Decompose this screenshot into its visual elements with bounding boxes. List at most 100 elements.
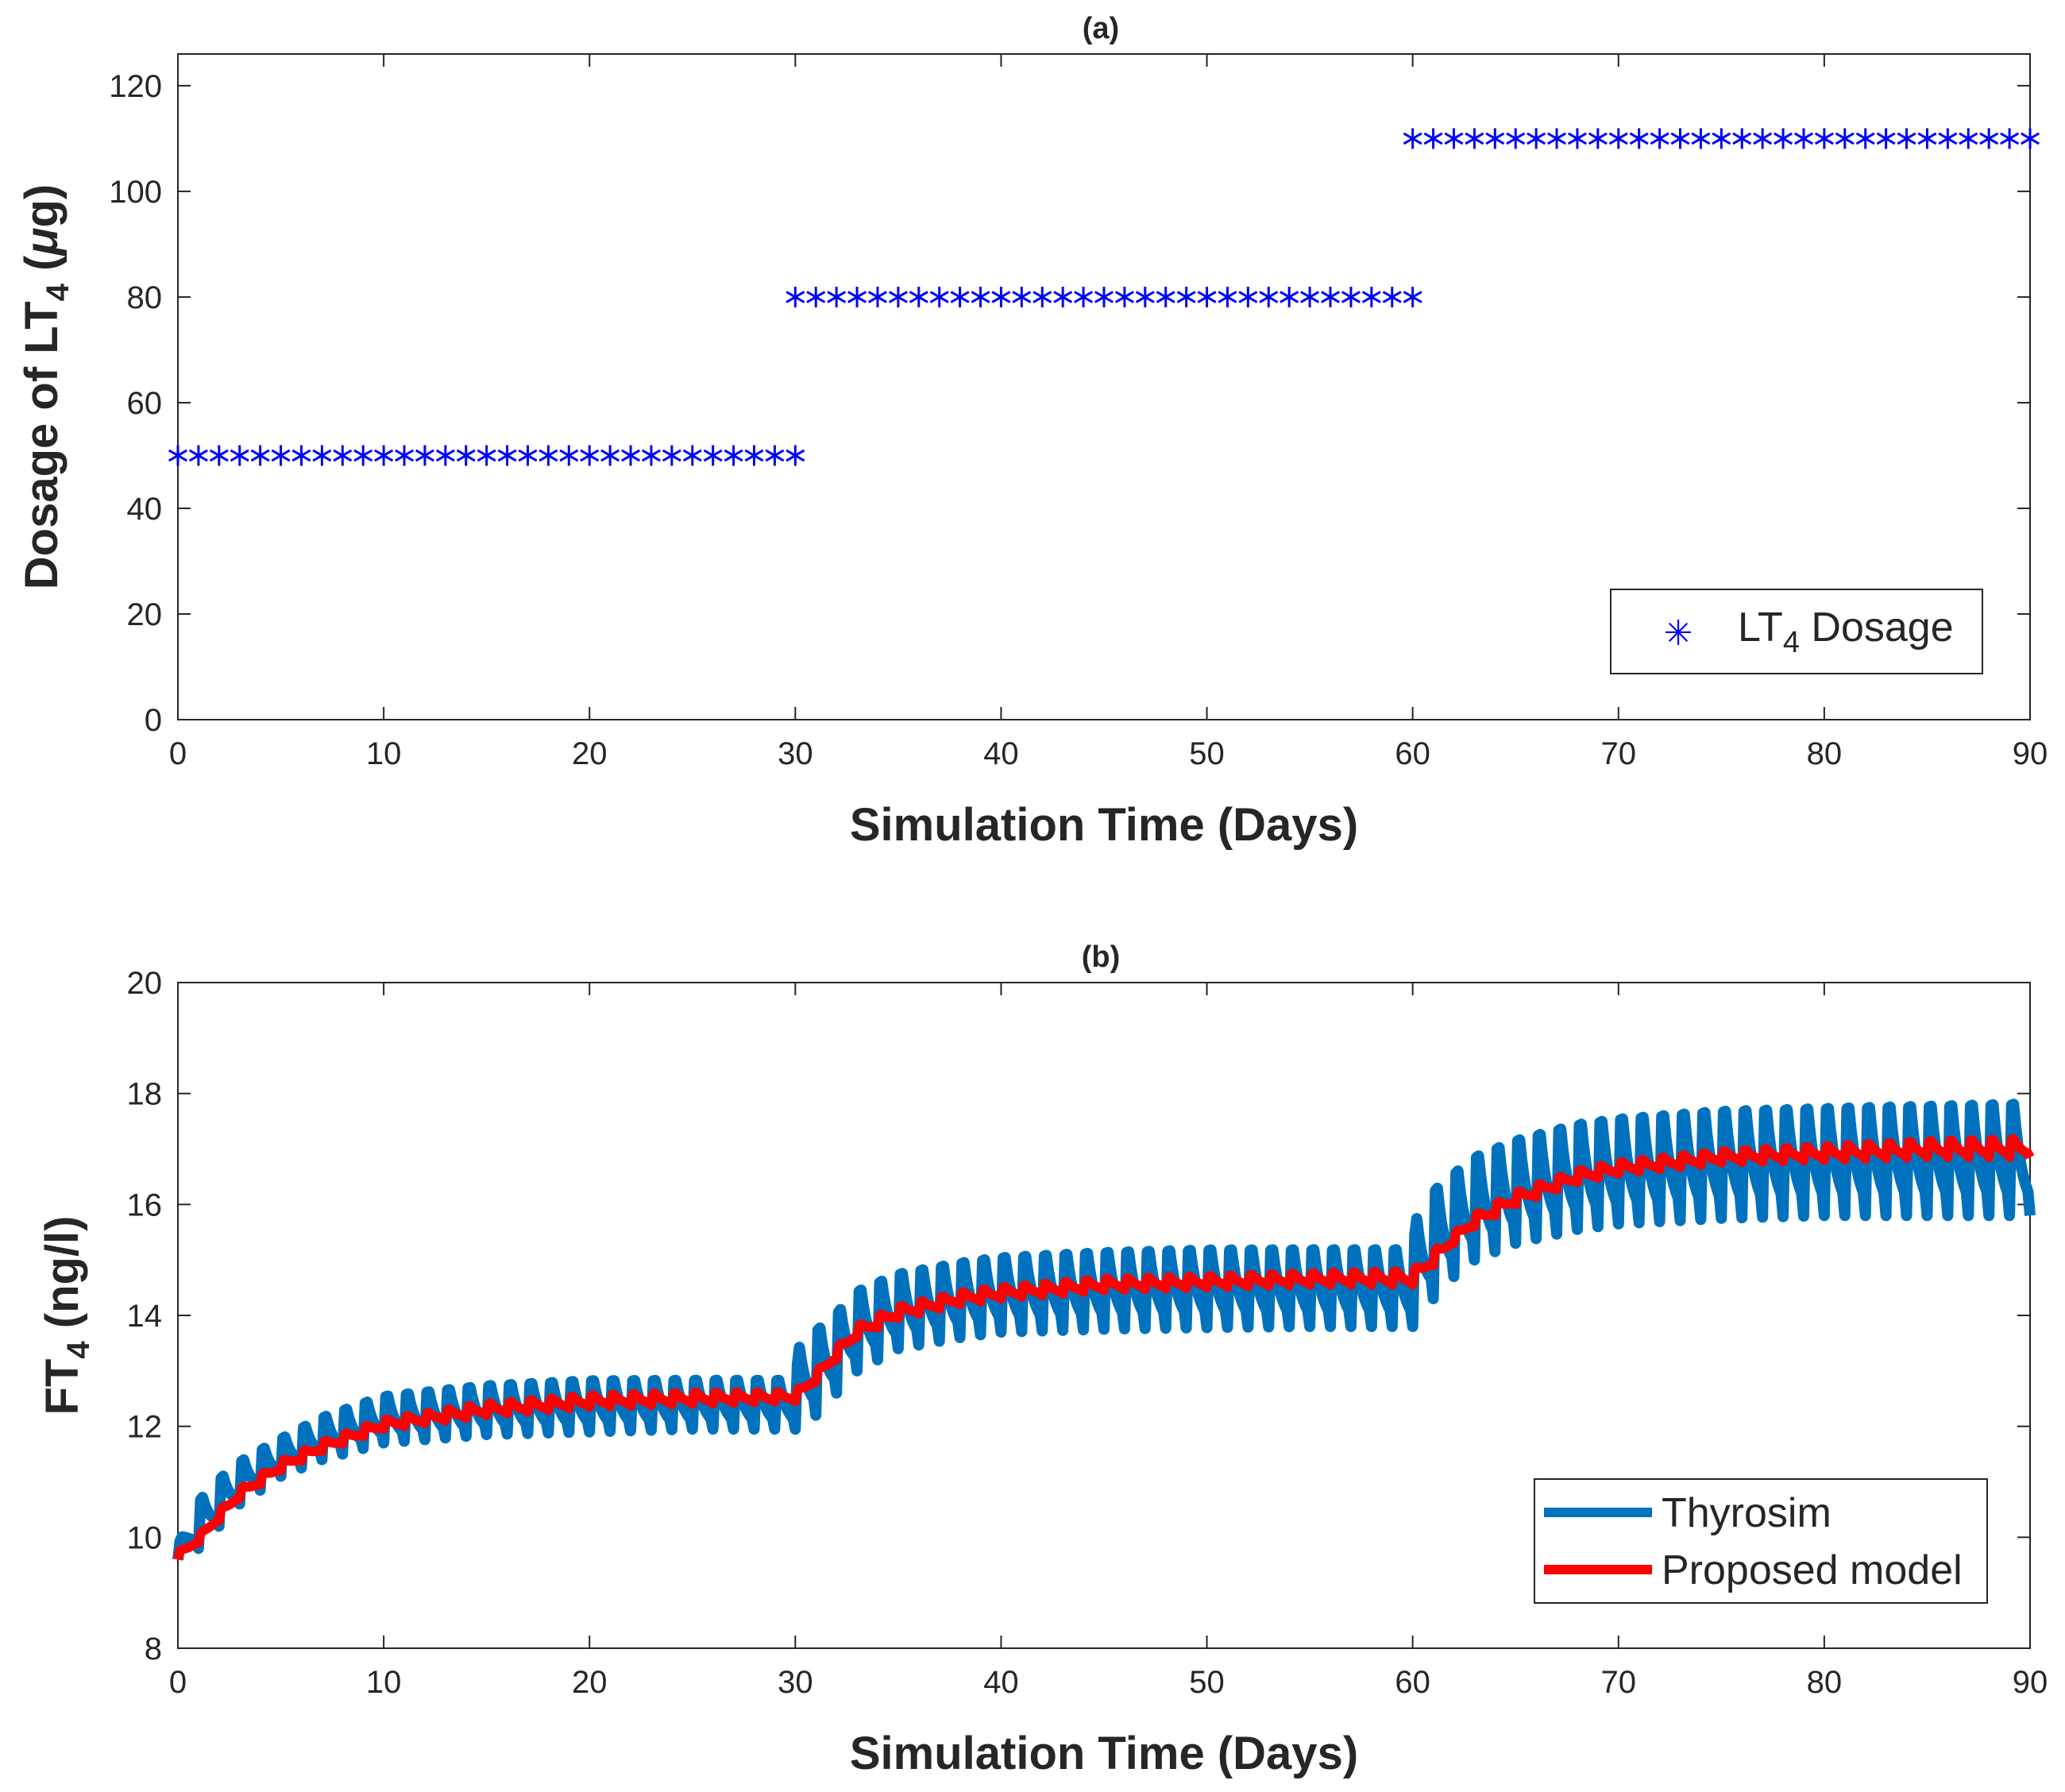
y-tick-label: 20 <box>127 597 163 632</box>
dosage-marker <box>1876 128 1896 149</box>
x-tick-label: 10 <box>366 1665 402 1700</box>
dosage-marker <box>559 445 579 466</box>
panel-b-ylabel-subscript: 4 <box>61 1341 96 1359</box>
dosage-marker <box>1938 128 1958 149</box>
dosage-marker <box>497 445 517 466</box>
panel-b-legend-box <box>1534 1478 1988 1604</box>
dosage-marker <box>971 286 990 307</box>
panel-b-y-axis-label: FT4 (ng/l) <box>37 1216 96 1415</box>
panel-b-title: (b) <box>1082 940 1121 974</box>
dosage-marker <box>888 286 908 307</box>
legend-item-proposed-model: Proposed model <box>1662 1547 1963 1593</box>
x-tick-label: 10 <box>366 736 402 771</box>
dosage-marker <box>1238 286 1258 307</box>
panel-a-dosage-chart: (a) 0 10 20 30 40 50 60 70 80 90 0 20 40 60 80 100 120 S… <box>16 12 2048 851</box>
panel-b-ticks: 0 10 20 30 40 50 60 70 80 90 8 10 12 14 16 18 20 <box>127 966 2048 1700</box>
x-tick-label: 70 <box>1601 1665 1637 1700</box>
dosage-marker <box>333 445 353 466</box>
x-tick-label: 0 <box>169 1665 187 1700</box>
x-tick-label: 20 <box>572 736 608 771</box>
y-tick-label: 60 <box>127 386 163 421</box>
panel-b-ft4-chart: (b) 0 10 20 30 40 50 60 70 80 90 8 10 12 14 16 18 20 Sim… <box>37 940 2048 1779</box>
dosage-marker <box>415 445 434 466</box>
y-tick-label: 14 <box>127 1299 163 1334</box>
x-tick-label: 90 <box>2013 1665 2048 1700</box>
x-tick-label: 40 <box>983 1665 1019 1700</box>
dosage-marker <box>1444 128 1464 149</box>
x-tick-label: 70 <box>1601 736 1637 771</box>
x-tick-label: 60 <box>1395 1665 1430 1700</box>
dosage-marker <box>1012 286 1032 307</box>
dosage-marker <box>312 445 332 466</box>
panel-a-ylabel-prefix: Dosage of LT <box>16 301 68 589</box>
dosage-marker <box>641 445 661 466</box>
dosage-marker <box>662 445 681 466</box>
dosage-marker <box>827 286 847 307</box>
panel-a-ylabel-subscript: 4 <box>41 283 75 301</box>
panel-a-legend-box <box>1610 589 1983 674</box>
x-tick-label: 50 <box>1189 736 1225 771</box>
dosage-marker <box>1094 286 1114 307</box>
y-tick-label: 80 <box>127 280 163 315</box>
dosage-marker <box>1753 128 1773 149</box>
panel-a-title: (a) <box>1083 12 1119 45</box>
dosage-marker <box>1053 286 1073 307</box>
x-tick-label: 60 <box>1395 736 1430 771</box>
x-tick-label: 80 <box>1807 736 1843 771</box>
dosage-marker <box>1465 128 1484 149</box>
y-tick-label: 8 <box>145 1632 162 1666</box>
legend-lt4-main: LT <box>1738 604 1783 651</box>
dosage-marker <box>1650 128 1669 149</box>
dosage-marker <box>1712 128 1731 149</box>
dosage-marker <box>1588 128 1608 149</box>
dosage-marker <box>250 445 270 466</box>
y-tick-label: 10 <box>127 1520 163 1555</box>
dosage-marker <box>1855 128 1875 149</box>
panel-a-x-axis-label: Simulation Time (Days) <box>850 799 1358 851</box>
x-tick-label: 80 <box>1807 1665 1843 1700</box>
dosage-marker <box>1280 286 1299 307</box>
y-tick-label: 16 <box>127 1188 163 1222</box>
dosage-marker <box>1732 128 1752 149</box>
dosage-marker <box>271 445 291 466</box>
dosage-marker <box>230 445 249 466</box>
panel-a-ylabel-suffix: ( <box>16 255 68 284</box>
panel-a-ticks: 0 10 20 30 40 50 60 70 80 90 0 20 40 60 80 100 120 <box>109 54 2048 771</box>
panel-a-legend: ✳ LT4 Dosage <box>1610 589 1983 674</box>
dosage-marker <box>806 286 826 307</box>
dosage-marker <box>703 445 723 466</box>
legend-lt4-rest: Dosage <box>1800 604 1954 651</box>
y-tick-label: 40 <box>127 492 163 527</box>
dosage-marker <box>209 445 229 466</box>
dosage-marker <box>1979 128 1999 149</box>
panel-b-series-lines <box>172 1099 2036 1561</box>
dosage-marker <box>456 445 476 466</box>
dosage-marker <box>1032 286 1052 307</box>
dosage-marker <box>1670 128 1690 149</box>
y-tick-label: 20 <box>127 966 163 1001</box>
x-tick-label: 30 <box>778 1665 813 1700</box>
panel-b-legend: Thyrosim Proposed model <box>1534 1478 1988 1604</box>
panel-a-ylabel-unit: g) <box>16 184 68 228</box>
dosage-marker <box>1321 286 1341 307</box>
dosage-marker <box>1959 128 1978 149</box>
dosage-marker <box>1135 286 1155 307</box>
dosage-marker <box>1361 286 1381 307</box>
dosage-marker <box>538 445 558 466</box>
dosage-marker <box>1774 128 1793 149</box>
dosage-marker <box>1793 128 1813 149</box>
dosage-marker <box>580 445 600 466</box>
dosage-marker <box>1917 128 1937 149</box>
y-tick-label: 12 <box>127 1410 163 1445</box>
dosage-marker <box>435 445 455 466</box>
dosage-marker <box>950 286 970 307</box>
dosage-marker <box>395 445 415 466</box>
x-tick-label: 0 <box>169 736 187 771</box>
panel-a-dosage-markers <box>168 128 2040 466</box>
dosage-marker <box>518 445 538 466</box>
legend-item-lt4-dosage: LT4 Dosage <box>1738 604 1954 659</box>
dosage-marker <box>621 445 641 466</box>
dosage-marker <box>785 445 805 466</box>
series-line-thyrosim <box>172 1099 2036 1561</box>
dosage-marker <box>744 445 764 466</box>
